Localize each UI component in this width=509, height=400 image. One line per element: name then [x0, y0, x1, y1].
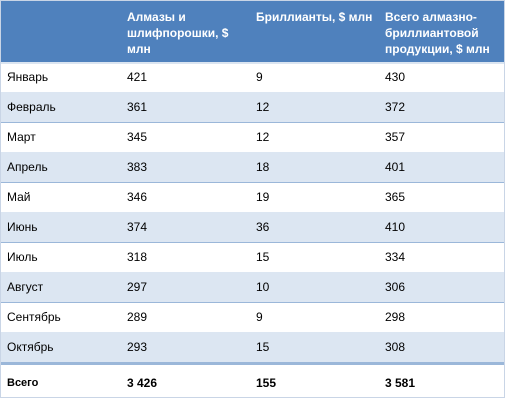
diamonds-cell: 297 — [127, 280, 148, 294]
diamonds-cell: 345 — [127, 130, 148, 144]
diamonds-cell: 293 — [127, 340, 148, 354]
totals-divider — [1, 363, 504, 365]
month-cell: Сентябрь — [7, 310, 61, 324]
table-row: Июнь 374 36 410 — [1, 212, 504, 243]
brilliants-cell: 9 — [256, 310, 263, 324]
diamonds-cell: 318 — [127, 250, 148, 264]
month-cell: Август — [7, 280, 44, 294]
month-cell: Июнь — [7, 220, 38, 234]
total-cell: 334 — [385, 250, 406, 264]
month-cell: Июль — [7, 250, 38, 264]
month-cell: Март — [7, 130, 36, 144]
brilliants-cell: 10 — [256, 280, 270, 294]
diamonds-cell: 383 — [127, 160, 148, 174]
total-cell: 401 — [385, 160, 406, 174]
total-cell: 410 — [385, 220, 406, 234]
total-cell: 308 — [385, 340, 406, 354]
table-header: Алмазы и шлифпорошки, $ млн Бриллианты, … — [1, 1, 504, 64]
diamonds-cell: 346 — [127, 190, 148, 204]
totals-diamonds: 3 426 — [127, 376, 158, 390]
header-brilliants: Бриллианты, $ млн — [256, 10, 373, 24]
table-row: Апрель 383 18 401 — [1, 152, 504, 183]
brilliants-cell: 12 — [256, 130, 270, 144]
totals-row: Всего 3 426 155 3 581 — [1, 365, 504, 398]
totals-label: Всего — [7, 377, 39, 389]
table-row: Октябрь 293 15 308 — [1, 332, 504, 363]
totals-total: 3 581 — [385, 376, 416, 390]
month-cell: Январь — [7, 70, 49, 84]
total-cell: 298 — [385, 310, 406, 324]
total-cell: 365 — [385, 190, 406, 204]
table-row: Март 345 12 357 — [1, 122, 504, 153]
brilliants-cell: 15 — [256, 340, 270, 354]
total-cell: 372 — [385, 100, 406, 114]
table-row: Июль 318 15 334 — [1, 242, 504, 273]
table-row: Май 346 19 365 — [1, 182, 504, 213]
totals-brilliants: 155 — [256, 376, 277, 390]
month-cell: Апрель — [7, 160, 48, 174]
month-cell: Октябрь — [7, 340, 54, 354]
diamonds-cell: 361 — [127, 100, 148, 114]
diamonds-cell: 289 — [127, 310, 148, 324]
brilliants-cell: 36 — [256, 220, 270, 234]
header-total: Всего алмазно-бриллиантовой продукции, $… — [385, 10, 490, 56]
brilliants-cell: 15 — [256, 250, 270, 264]
month-cell: Май — [7, 190, 31, 204]
table-row: Февраль 361 12 372 — [1, 92, 504, 123]
total-cell: 357 — [385, 130, 406, 144]
brilliants-cell: 19 — [256, 190, 270, 204]
table-row: Январь 421 9 430 — [1, 62, 504, 93]
total-cell: 306 — [385, 280, 406, 294]
brilliants-cell: 18 — [256, 160, 270, 174]
diamonds-cell: 421 — [127, 70, 148, 84]
diamonds-cell: 374 — [127, 220, 148, 234]
table-row: Август 297 10 306 — [1, 272, 504, 303]
month-cell: Февраль — [7, 100, 56, 114]
brilliants-cell: 12 — [256, 100, 270, 114]
table-row: Сентябрь 289 9 298 — [1, 302, 504, 333]
brilliants-cell: 9 — [256, 70, 263, 84]
header-diamonds: Алмазы и шлифпорошки, $ млн — [127, 10, 229, 56]
total-cell: 430 — [385, 70, 406, 84]
